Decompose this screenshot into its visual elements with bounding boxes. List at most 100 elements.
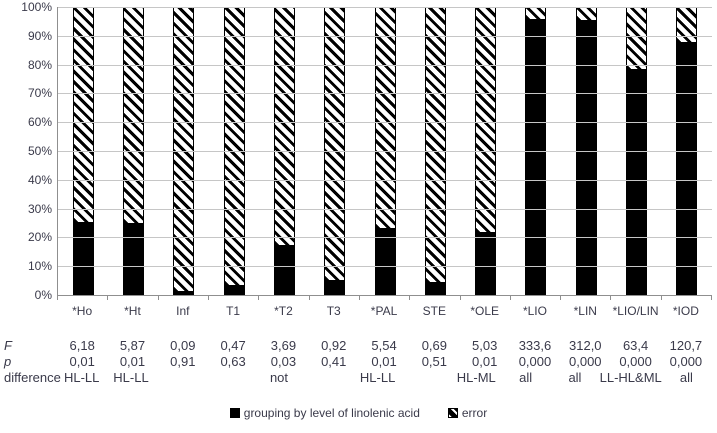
bar-segment-error xyxy=(475,7,497,234)
stacked-bar xyxy=(626,7,648,295)
stats-cell: 5,87 xyxy=(119,338,146,353)
y-axis-label: 90% xyxy=(27,28,52,43)
bar-segment-grouping xyxy=(374,228,396,295)
bar-segment-error xyxy=(626,7,648,71)
stats-cell: 0,41 xyxy=(321,354,347,369)
stats-cell: 0,000 xyxy=(669,354,703,369)
stats-cell: 333,6 xyxy=(518,338,552,353)
bar-segment-error xyxy=(424,7,446,284)
bar-segment-grouping xyxy=(122,224,144,295)
bar-segment-error xyxy=(374,7,396,229)
x-axis-label: STE xyxy=(422,304,447,318)
stacked-bar xyxy=(525,7,547,295)
x-axis-tick xyxy=(662,296,713,300)
stats-row-cells: HL-LL HL-LL not HL-LL HL-ML all all LL-HL&ML all xyxy=(57,370,711,386)
stacked-bar xyxy=(122,7,144,295)
stats-cell: 0,69 xyxy=(421,338,447,353)
stacked-bar xyxy=(424,7,446,295)
stats-row-p: p 0,01 0,01 0,91 0,63 0,03 0,41 0,01 0,51 0,01 0,0… xyxy=(0,354,717,370)
legend-swatch-hatch-icon xyxy=(447,408,458,418)
stats-cell: 0,09 xyxy=(170,338,196,353)
x-axis-tick xyxy=(310,296,360,300)
stats-cell xyxy=(156,370,205,386)
x-axis-label: *OLE xyxy=(470,304,499,318)
bar-column xyxy=(611,7,661,295)
stats-row-F: F 6,18 5,87 0,09 0,47 3,69 0,92 5,54 0,69 5,03 333… xyxy=(0,338,717,354)
stats-cell xyxy=(304,370,353,386)
bar-column xyxy=(461,7,511,295)
stats-cell: 0,000 xyxy=(619,354,652,369)
stats-cell: 0,51 xyxy=(421,354,447,369)
stats-cell: 3,69 xyxy=(270,338,297,353)
stats-cell: all xyxy=(568,370,582,385)
stats-cell: HL-LL xyxy=(63,370,100,385)
bar-segment-error xyxy=(525,7,547,20)
legend-label: grouping by level of linolenic acid xyxy=(243,406,420,420)
stacked-bar xyxy=(324,7,346,295)
stats-row-difference: difference HL-LL HL-LL not HL-LL HL-ML all all L… xyxy=(0,370,717,386)
gridline xyxy=(58,179,712,181)
y-axis-label: 80% xyxy=(27,57,52,72)
stats-cell xyxy=(205,370,254,386)
stacked-bar xyxy=(273,7,295,295)
bar-segment-grouping xyxy=(525,19,547,295)
stats-cell: all xyxy=(519,370,533,385)
bar-segment-error xyxy=(575,7,597,22)
bar-segment-error xyxy=(273,7,295,247)
x-axis-label: Inf xyxy=(176,304,190,318)
y-axis-label: 30% xyxy=(27,201,52,216)
x-axis-label: *LIO xyxy=(522,304,547,318)
x-axis-label: *PAL xyxy=(370,304,398,318)
x-axis-label: *LIN xyxy=(573,304,597,318)
x-axis-tick xyxy=(461,296,511,300)
x-axis-tick xyxy=(561,296,612,300)
x-axis-label: *IOD xyxy=(672,304,699,318)
x-axis-labels: *Ho *Ht Inf T1 *T2 T3 *PAL STE *OLE *LIO *LIN *LIO/… xyxy=(57,304,711,319)
stats-cell: 5,54 xyxy=(371,338,397,353)
stats-cell: 0,91 xyxy=(170,354,196,369)
gridline xyxy=(58,93,712,95)
stats-cell: HL-LL xyxy=(113,370,149,385)
x-axis-label: *T2 xyxy=(274,304,293,318)
x-axis-tick xyxy=(410,296,461,300)
x-axis-tick xyxy=(108,296,159,300)
bar-column xyxy=(259,7,309,295)
y-axis-label: 50% xyxy=(27,144,52,158)
x-axis-tick xyxy=(58,296,109,300)
x-axis-tick xyxy=(611,296,662,300)
legend-item: grouping by level of linolenic acid xyxy=(229,406,420,420)
bar-segment-error xyxy=(676,7,698,43)
stats-cell: 0,47 xyxy=(220,338,246,353)
stats-cell: 0,92 xyxy=(321,338,347,353)
bar-column xyxy=(662,7,712,295)
gridline xyxy=(58,237,712,239)
bar-column xyxy=(58,7,108,295)
y-axis-label: 70% xyxy=(27,86,52,101)
stats-cell: not xyxy=(269,370,289,385)
stats-cell: 0,01 xyxy=(371,354,397,369)
bar-segment-grouping xyxy=(475,233,497,295)
bar-segment-error xyxy=(122,7,144,225)
bar-segment-error xyxy=(72,7,94,223)
bar-column xyxy=(561,7,611,295)
gridline xyxy=(58,266,712,268)
bar-segment-grouping xyxy=(424,283,446,295)
bar-segment-error xyxy=(324,7,346,281)
stacked-bar xyxy=(676,7,698,295)
stats-cell: all xyxy=(679,370,693,385)
x-axis-ticks xyxy=(57,296,713,300)
x-axis-tick xyxy=(159,296,209,300)
x-axis-tick xyxy=(209,296,260,300)
bar-column xyxy=(108,7,158,295)
gridline xyxy=(58,7,712,8)
stats-cell: 63,4 xyxy=(622,338,649,353)
stacked-bar xyxy=(374,7,396,295)
gridline xyxy=(58,151,712,152)
bar-column xyxy=(310,7,360,295)
bar-segment-grouping xyxy=(173,292,195,295)
stats-cell: 312,0 xyxy=(569,338,602,353)
bar-column xyxy=(410,7,460,295)
y-axis-label: 0% xyxy=(34,288,52,302)
bar-segment-error xyxy=(223,7,245,287)
